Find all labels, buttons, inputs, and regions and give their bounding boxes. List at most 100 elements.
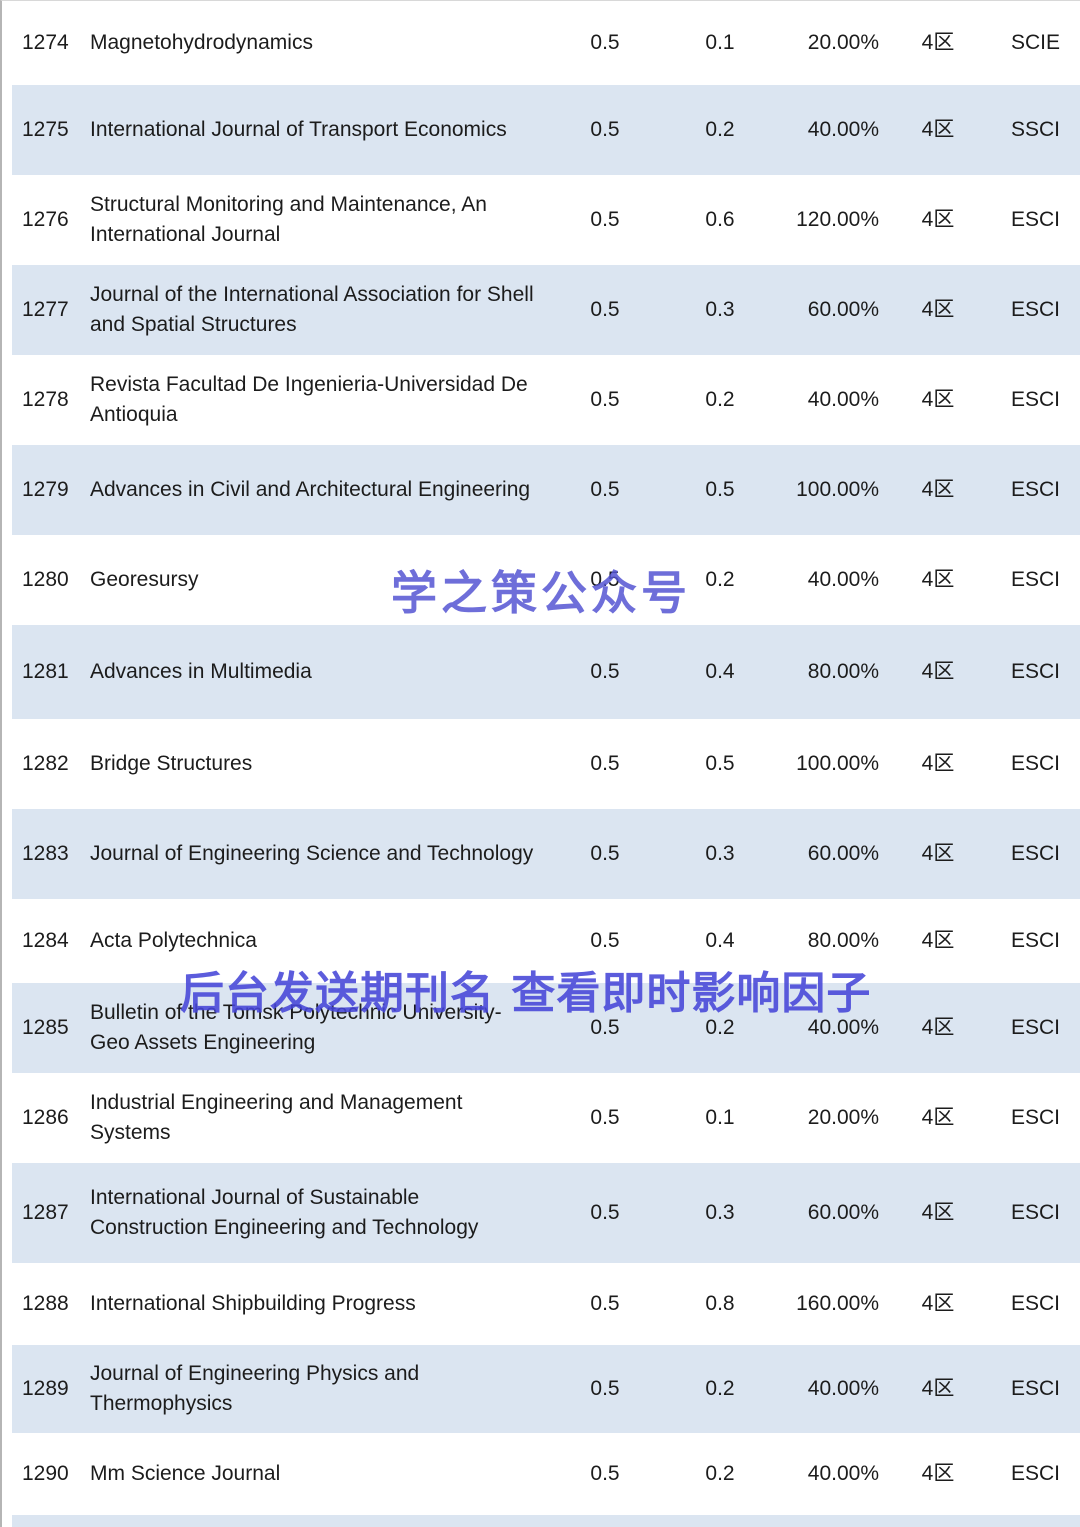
zone-cell: 4区 [921, 1106, 955, 1130]
table-row: 1285 Bulletin of the Tomsk Polytechnic Un… [12, 983, 1080, 1073]
journal-name-cell: Journal of Engineering Science and Techn… [90, 842, 534, 866]
next-row-partial [12, 1515, 1080, 1527]
table-row: 1288 International Shipbuilding Progress 0… [12, 1263, 1080, 1345]
value1-cell: 0.5 [590, 1106, 620, 1130]
table-row: 1275 International Journal of Transport E… [12, 85, 1080, 175]
value1-cell: 0.5 [590, 298, 620, 322]
rank-cell: 1277 [22, 298, 69, 322]
zone-cell: 4区 [921, 660, 955, 684]
index-type-cell: ESCI [1010, 1106, 1060, 1130]
percent-cell: 40.00% [807, 568, 879, 592]
journal-name-cell: Advances in Multimedia [90, 660, 312, 684]
index-type-cell: SSCI [1010, 118, 1060, 142]
rank-cell: 1278 [22, 388, 69, 412]
table-row: 1280 Georesursy 0.5 0.2 40.00% 4区 ESCI [12, 535, 1080, 625]
value1-cell: 0.5 [590, 568, 620, 592]
percent-cell: 160.00% [796, 1292, 879, 1316]
rank-cell: 1275 [22, 118, 69, 142]
value2-cell: 0.4 [705, 660, 735, 684]
table-row: 1278 Revista Facultad De Ingenieria-Unive… [12, 355, 1080, 445]
value2-cell: 0.4 [705, 929, 735, 953]
percent-cell: 60.00% [807, 298, 879, 322]
rank-cell: 1274 [22, 31, 69, 55]
value1-cell: 0.5 [590, 31, 620, 55]
zone-cell: 4区 [921, 752, 955, 776]
percent-cell: 120.00% [796, 208, 879, 232]
rank-cell: 1288 [22, 1292, 69, 1316]
index-type-cell: ESCI [1010, 298, 1060, 322]
zone-cell: 4区 [921, 388, 955, 412]
rank-cell: 1281 [22, 660, 69, 684]
value2-cell: 0.5 [705, 752, 735, 776]
value1-cell: 0.5 [590, 1201, 620, 1225]
value1-cell: 0.5 [590, 118, 620, 142]
rank-cell: 1290 [22, 1462, 69, 1486]
journal-name-cell: Bridge Structures [90, 752, 253, 776]
rank-cell: 1280 [22, 568, 69, 592]
zone-cell: 4区 [921, 842, 955, 866]
value1-cell: 0.5 [590, 388, 620, 412]
zone-cell: 4区 [921, 929, 955, 953]
journal-name-cell: Journal of Engineering Physics and Therm… [90, 1362, 420, 1415]
value1-cell: 0.5 [590, 660, 620, 684]
value1-cell: 0.5 [590, 208, 620, 232]
percent-cell: 60.00% [807, 842, 879, 866]
index-type-cell: ESCI [1010, 208, 1060, 232]
percent-cell: 40.00% [807, 1016, 879, 1040]
zone-cell: 4区 [921, 568, 955, 592]
value1-cell: 0.5 [590, 929, 620, 953]
value2-cell: 0.2 [705, 118, 735, 142]
rank-cell: 1279 [22, 478, 69, 502]
zone-cell: 4区 [921, 1377, 955, 1401]
percent-cell: 40.00% [807, 1377, 879, 1401]
value1-cell: 0.5 [590, 842, 620, 866]
rank-cell: 1283 [22, 842, 69, 866]
value2-cell: 0.3 [705, 1201, 735, 1225]
journal-name-cell: International Journal of Sustainable Con… [90, 1186, 479, 1239]
journal-name-cell: Revista Facultad De Ingenieria-Universid… [90, 373, 528, 426]
table-row: 1286 Industrial Engineering and Managemen… [12, 1073, 1080, 1163]
table-row: 1287 International Journal of Sustainable… [12, 1163, 1080, 1263]
zone-cell: 4区 [921, 298, 955, 322]
rank-cell: 1287 [22, 1201, 69, 1225]
index-type-cell: ESCI [1010, 1201, 1060, 1225]
value2-cell: 0.2 [705, 1462, 735, 1486]
index-type-cell: ESCI [1010, 929, 1060, 953]
index-type-cell: SCIE [1010, 31, 1060, 55]
value1-cell: 0.5 [590, 1462, 620, 1486]
value2-cell: 0.2 [705, 568, 735, 592]
journal-name-cell: Advances in Civil and Architectural Engi… [90, 478, 531, 502]
percent-cell: 40.00% [807, 118, 879, 142]
percent-cell: 40.00% [807, 1462, 879, 1486]
percent-cell: 80.00% [807, 660, 879, 684]
table-row: 1290 Mm Science Journal 0.5 0.2 40.00% 4区 ESCI [12, 1433, 1080, 1515]
value2-cell: 0.2 [705, 1377, 735, 1401]
value2-cell: 0.8 [705, 1292, 735, 1316]
percent-cell: 20.00% [807, 31, 879, 55]
value2-cell: 0.1 [705, 31, 735, 55]
table-row: 1281 Advances in Multimedia 0.5 0.4 80.00% 4区… [12, 625, 1080, 719]
value1-cell: 0.5 [590, 1377, 620, 1401]
table-row: 1284 Acta Polytechnica 0.5 0.4 80.00% 4区 ESCI [12, 899, 1080, 983]
zone-cell: 4区 [921, 31, 955, 55]
index-type-cell: ESCI [1010, 1377, 1060, 1401]
journal-name-cell: Bulletin of the Tomsk Polytechnic Univer… [90, 1001, 502, 1054]
index-type-cell: ESCI [1010, 388, 1060, 412]
zone-cell: 4区 [921, 1201, 955, 1225]
value1-cell: 0.5 [590, 752, 620, 776]
zone-cell: 4区 [921, 1292, 955, 1316]
journal-name-cell: Acta Polytechnica [90, 929, 257, 953]
table-row: 1276 Structural Monitoring and Maintenanc… [12, 175, 1080, 265]
rank-cell: 1282 [22, 752, 69, 776]
journal-table-body: 1274 Magnetohydrodynamics 0.5 0.1 20.00% 4区 SC… [12, 1, 1080, 1515]
rank-cell: 1284 [22, 929, 69, 953]
value2-cell: 0.3 [705, 842, 735, 866]
table-row: 1279 Advances in Civil and Architectural … [12, 445, 1080, 535]
value2-cell: 0.3 [705, 298, 735, 322]
zone-cell: 4区 [921, 1462, 955, 1486]
table-row: 1289 Journal of Engineering Physics and T… [12, 1345, 1080, 1433]
journal-name-cell: Magnetohydrodynamics [90, 31, 313, 55]
journal-name-cell: International Shipbuilding Progress [90, 1292, 416, 1316]
percent-cell: 20.00% [807, 1106, 879, 1130]
